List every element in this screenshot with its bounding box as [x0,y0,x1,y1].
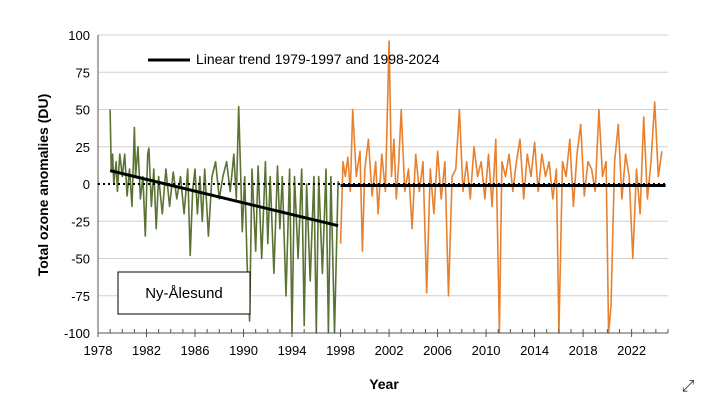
site-label: Ny-Ålesund [145,285,223,302]
legend: Linear trend 1979-1997 and 1998-2024 [148,51,440,67]
site-annotation: Ny-Ålesund [117,271,251,315]
series-layer [109,40,663,334]
y-tick-label: 100 [68,28,90,43]
x-tick-label: 1986 [181,343,210,358]
y-tick-label: -75 [71,289,90,304]
series-line [109,105,339,334]
y-tick-label: -100 [64,326,90,341]
legend-label: Linear trend 1979-1997 and 1998-2024 [196,51,440,67]
y-tick-label: -25 [71,214,90,229]
x-tick-label: 1994 [278,343,307,358]
x-tick-label: 2022 [617,343,646,358]
x-tick-label: 2014 [520,343,549,358]
site-box [117,271,251,315]
y-axis-title: Total ozone anomalies (DU) [35,94,51,277]
expand-icon[interactable]: ⤢ [681,376,695,395]
x-tick-label: 1978 [84,343,113,358]
axes [97,35,669,337]
y-tick-label: 25 [76,140,90,155]
tick-labels: 100 75 50 25 0 -25 -50 -75 -100 1978 1982 1986 1990 1… [64,28,646,358]
trend-layer [109,169,666,228]
x-tick-label: 2010 [472,343,501,358]
y-tick-label: 50 [76,103,90,118]
x-tick-label: 1990 [229,343,258,358]
y-tick-label: 0 [83,177,90,192]
y-tick-label: -50 [71,252,90,267]
x-tick-label: 2002 [375,343,404,358]
x-tick-label: 2018 [569,343,598,358]
series-line [339,40,663,334]
trend-line [109,169,339,228]
x-axis-title: Year [369,376,399,392]
x-tick-label: 2006 [423,343,452,358]
y-tick-label: 75 [76,65,90,80]
x-tick-label: 1998 [326,343,355,358]
x-tick-label: 1982 [132,343,161,358]
